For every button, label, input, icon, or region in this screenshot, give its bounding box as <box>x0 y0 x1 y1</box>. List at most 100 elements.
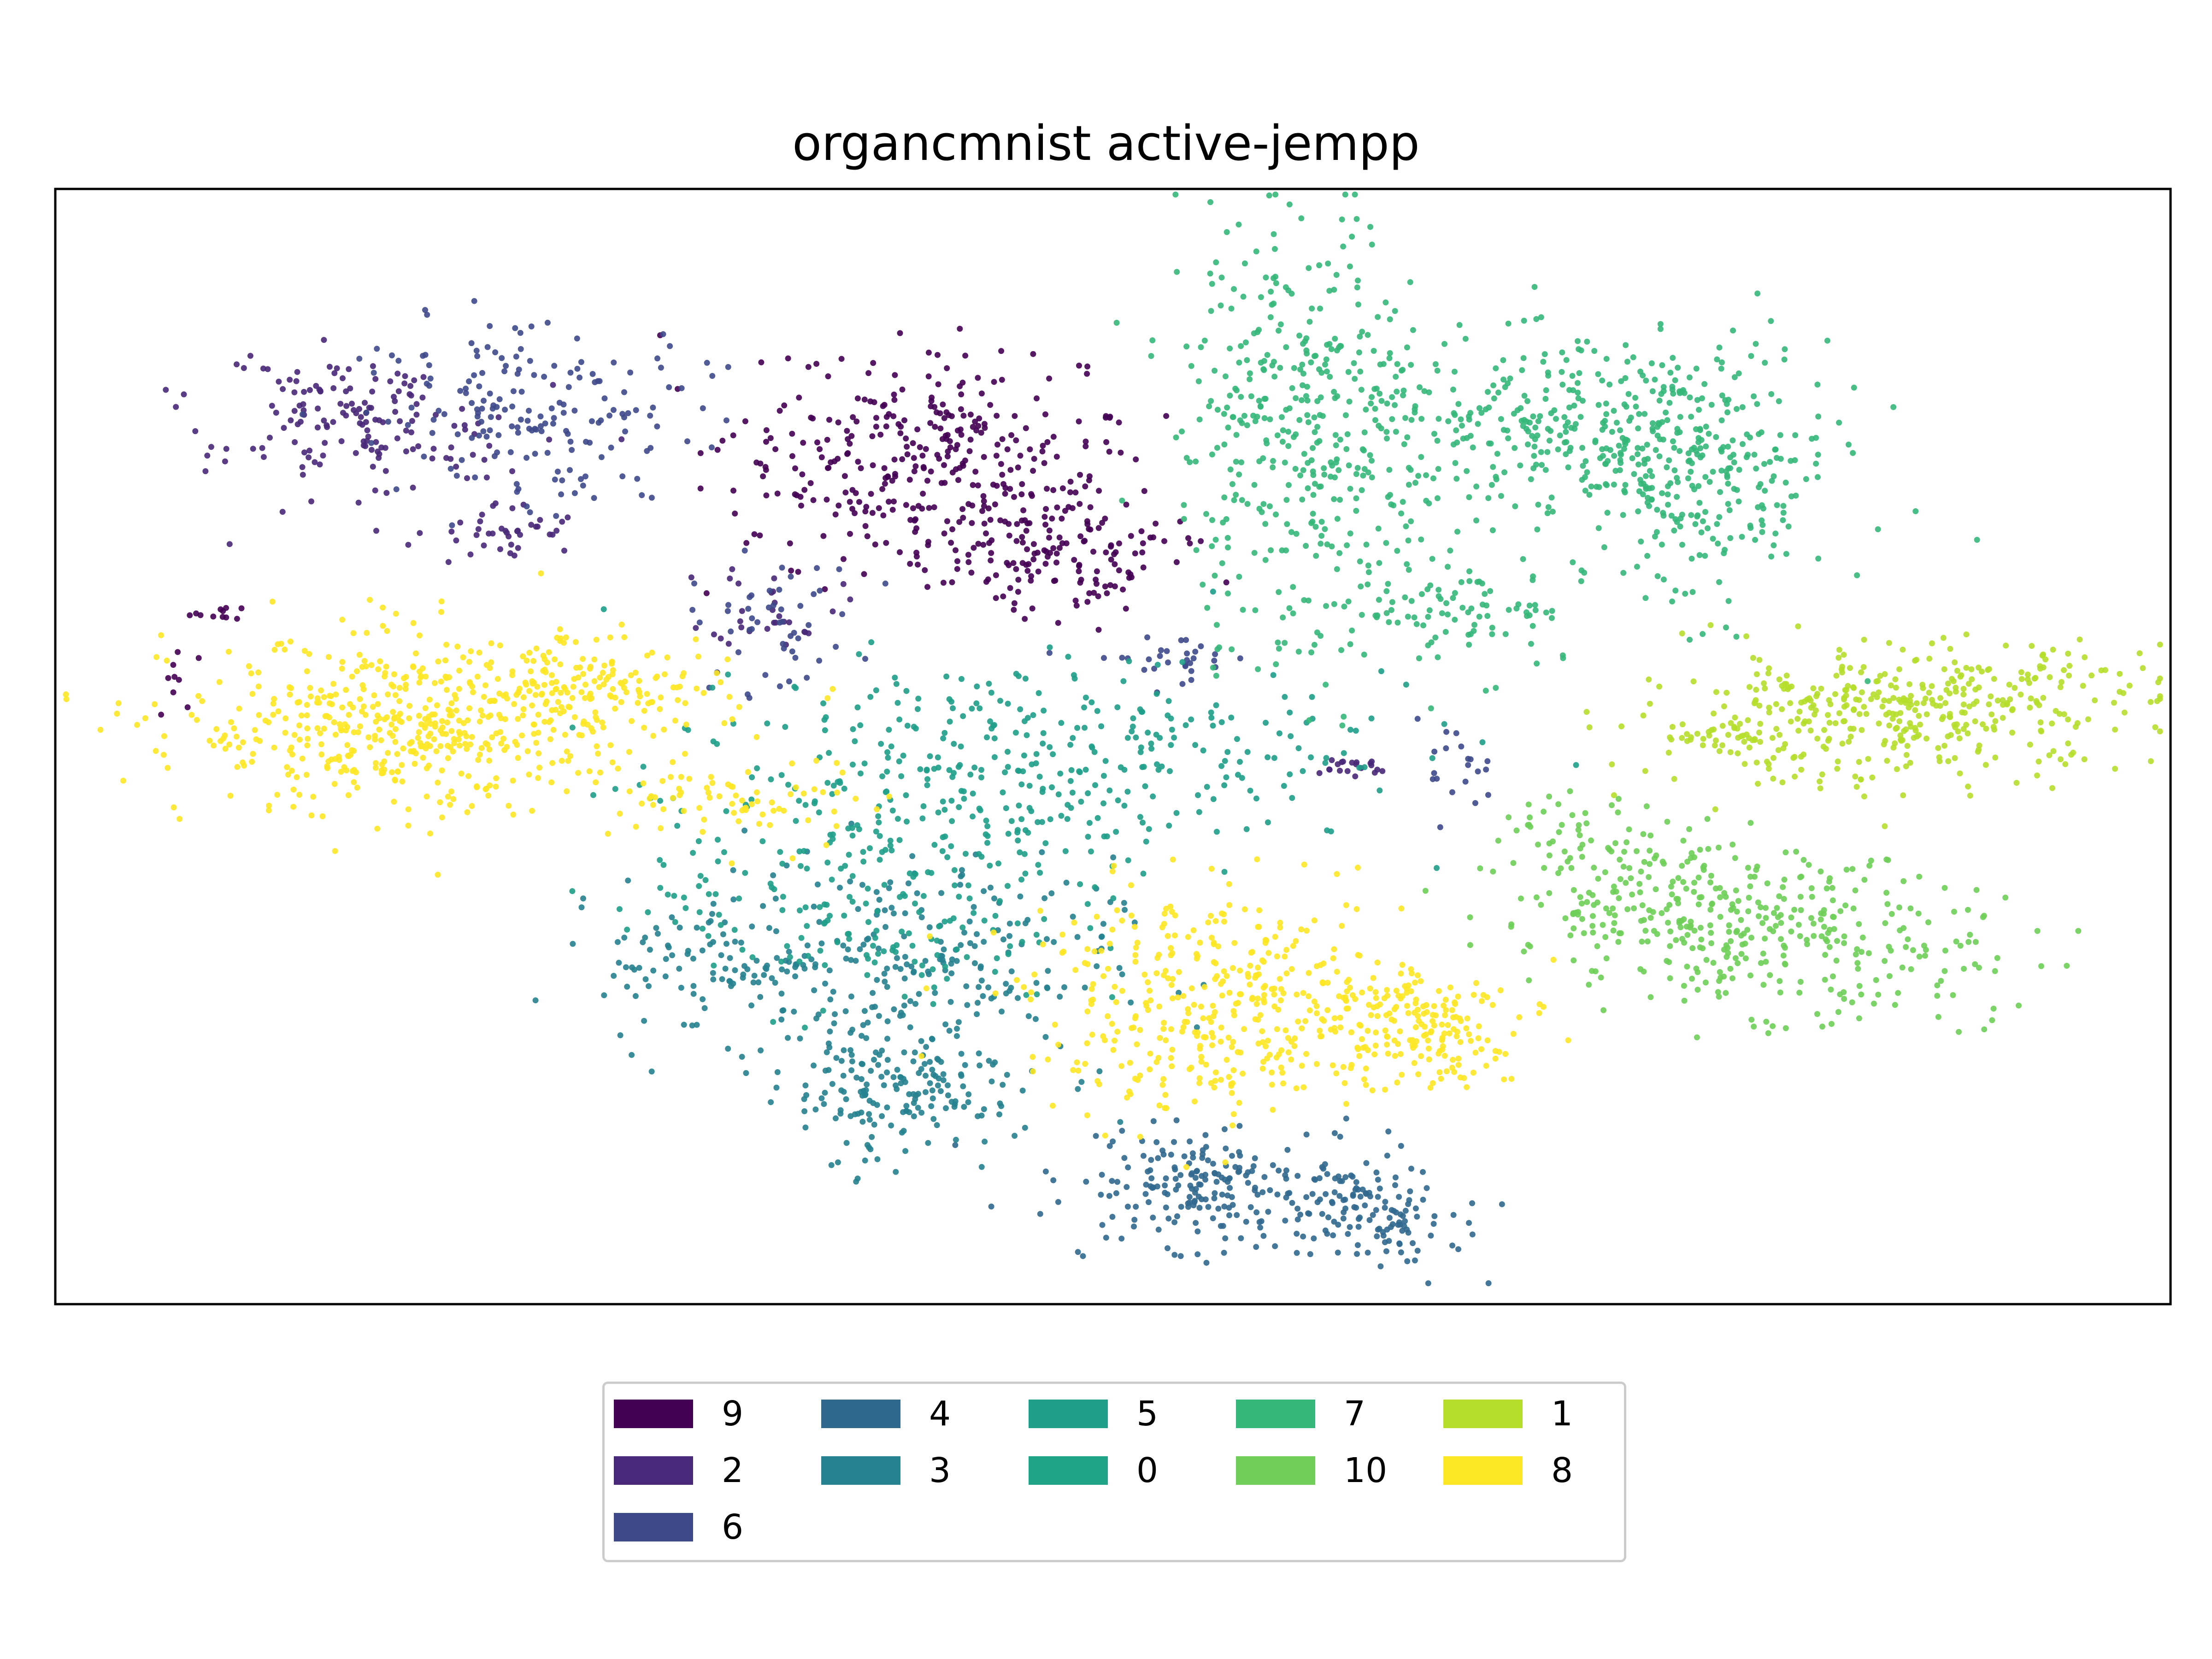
point-9 <box>762 464 769 470</box>
point-1 <box>549 690 555 696</box>
point-7 <box>1808 915 1814 921</box>
point-2 <box>163 387 169 393</box>
point-9 <box>924 477 930 484</box>
point-5 <box>881 882 888 888</box>
point-10 <box>1700 742 1706 748</box>
point-0 <box>1404 434 1411 441</box>
point-6 <box>567 438 574 445</box>
point-5 <box>888 847 895 853</box>
point-3 <box>1024 917 1031 923</box>
point-10 <box>1827 701 1834 707</box>
point-0 <box>1571 402 1577 409</box>
point-2 <box>353 450 359 456</box>
point-3 <box>689 1022 695 1029</box>
point-0 <box>1824 337 1830 344</box>
point-3 <box>971 904 977 910</box>
point-6 <box>817 588 823 594</box>
point-1 <box>532 692 539 698</box>
point-0 <box>1394 388 1400 395</box>
point-7 <box>1738 917 1744 923</box>
point-3 <box>859 1061 865 1067</box>
point-9 <box>1078 577 1084 583</box>
point-9 <box>870 462 876 469</box>
point-1 <box>396 698 403 704</box>
point-0 <box>1203 511 1209 517</box>
point-9 <box>991 379 997 385</box>
point-3 <box>855 906 861 912</box>
point-9 <box>903 435 909 441</box>
point-9 <box>1161 538 1167 544</box>
point-4 <box>1219 1191 1225 1198</box>
point-4 <box>1121 1155 1128 1161</box>
point-2 <box>387 378 394 384</box>
point-6 <box>491 453 498 459</box>
point-2 <box>204 453 211 459</box>
point-1 <box>575 770 581 776</box>
point-9 <box>787 540 793 547</box>
point-10 <box>1794 716 1801 722</box>
point-9 <box>975 423 982 429</box>
point-1 <box>679 673 686 679</box>
point-1 <box>594 717 600 723</box>
point-9 <box>1011 600 1018 606</box>
point-4 <box>1300 1233 1306 1240</box>
point-1 <box>397 711 403 717</box>
point-5 <box>780 894 786 900</box>
point-0 <box>1325 260 1331 267</box>
point-0 <box>1276 646 1282 652</box>
point-5 <box>1000 789 1006 795</box>
point-2 <box>370 363 376 369</box>
point-2 <box>711 631 717 638</box>
point-1 <box>509 668 516 675</box>
point-6 <box>1211 658 1218 664</box>
point-5 <box>778 959 784 965</box>
point-0 <box>1214 646 1221 653</box>
point-10 <box>1935 745 1941 751</box>
point-0 <box>1232 385 1239 392</box>
point-3 <box>886 885 892 891</box>
point-1 <box>206 737 213 744</box>
point-1 <box>516 685 523 692</box>
point-7 <box>1873 977 1879 983</box>
point-3 <box>821 1101 827 1107</box>
point-9 <box>931 504 937 511</box>
point-10 <box>1908 693 1914 699</box>
point-7 <box>1762 905 1769 911</box>
point-3 <box>869 1134 875 1140</box>
point-5 <box>910 874 917 880</box>
point-4 <box>1140 1153 1147 1159</box>
point-5 <box>798 935 805 941</box>
point-3 <box>727 978 733 985</box>
point-1 <box>451 740 457 747</box>
point-3 <box>930 1095 936 1101</box>
point-5 <box>1263 719 1269 726</box>
point-4 <box>1075 1249 1081 1255</box>
point-1 <box>456 718 462 724</box>
point-3 <box>822 980 828 987</box>
point-6 <box>1475 768 1481 775</box>
point-7 <box>1633 848 1640 854</box>
point-0 <box>1726 507 1733 513</box>
point-6 <box>781 645 787 652</box>
point-0 <box>1258 359 1264 366</box>
point-4 <box>1222 1235 1229 1241</box>
point-4 <box>1196 1205 1203 1211</box>
point-7 <box>1728 906 1734 913</box>
point-5 <box>970 790 976 797</box>
point-5 <box>1221 782 1228 788</box>
point-5 <box>1007 943 1013 949</box>
point-9 <box>1019 481 1025 487</box>
point-0 <box>1735 370 1742 377</box>
point-10 <box>1898 736 1904 743</box>
point-3 <box>753 958 760 964</box>
point-9 <box>1007 486 1013 492</box>
point-3 <box>967 940 973 947</box>
point-5 <box>700 925 706 932</box>
point-9 <box>1087 504 1094 511</box>
point-1 <box>439 814 445 821</box>
point-6 <box>471 298 477 304</box>
point-0 <box>1353 471 1359 477</box>
point-6 <box>524 454 529 461</box>
point-3 <box>907 1024 913 1030</box>
point-4 <box>1284 1147 1291 1153</box>
